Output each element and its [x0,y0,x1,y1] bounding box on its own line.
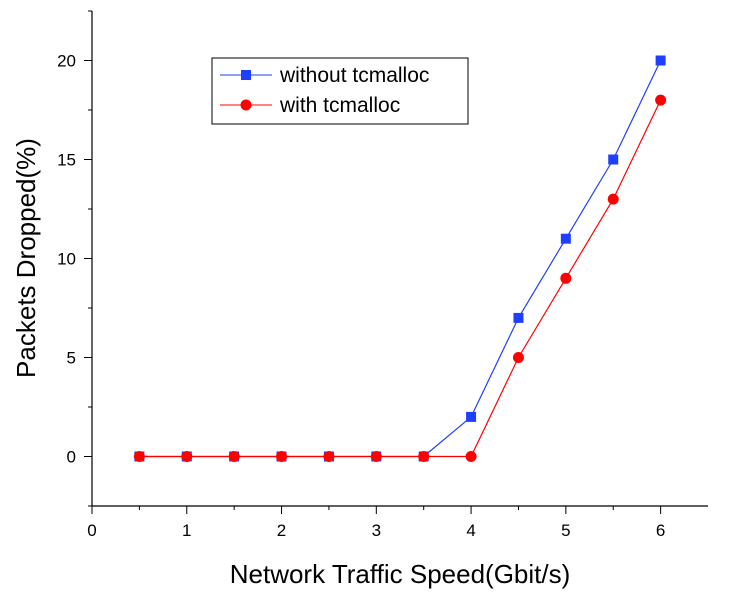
legend-label-without-tcmalloc: without tcmalloc [279,64,429,87]
x-tick-label: 4 [466,521,475,540]
data-point-with-tcmalloc [418,451,430,462]
data-point-with-tcmalloc [323,451,335,462]
data-point-without-tcmalloc [608,154,619,165]
legend: without tcmalloc with tcmalloc [211,57,469,125]
data-point-with-tcmalloc [370,451,382,462]
data-point-without-tcmalloc [560,233,571,244]
y-tick-label: 10 [57,250,76,269]
data-point-with-tcmalloc [512,352,524,363]
data-point-without-tcmalloc [513,312,524,323]
data-point-with-tcmalloc [607,193,619,205]
y-tick-label: 15 [57,151,76,170]
x-tick-label: 1 [182,521,191,540]
legend-item-without-tcmalloc: without tcmalloc [220,64,429,87]
x-tick-label: 3 [372,521,381,540]
y-tick-label: 0 [67,448,76,467]
y-tick-label: 5 [67,349,76,368]
x-tick-label: 2 [277,521,286,540]
series-with-tcmalloc [133,94,667,462]
data-point-without-tcmalloc [655,55,666,66]
legend-circle-marker-icon [240,99,252,111]
x-tick-label: 6 [656,521,665,540]
legend-label-with-tcmalloc: with tcmalloc [279,94,400,117]
series-line-with-tcmalloc [139,99,662,458]
y-tick-label: 20 [57,52,76,71]
y-axis-title: Packets Dropped(%) [11,138,41,378]
legend-box [211,57,469,125]
data-point-with-tcmalloc [133,451,145,462]
data-point-with-tcmalloc [228,451,240,462]
data-point-without-tcmalloc [466,411,477,422]
data-point-with-tcmalloc [276,451,288,462]
data-point-with-tcmalloc [181,451,193,462]
series-layer [133,55,667,462]
x-tick-label: 5 [561,521,570,540]
x-axis-title: Network Traffic Speed(Gbit/s) [230,559,571,589]
legend-item-with-tcmalloc: with tcmalloc [220,94,400,117]
data-point-with-tcmalloc [655,94,667,106]
data-point-with-tcmalloc [560,272,572,284]
x-tick-label: 0 [87,521,96,540]
data-point-with-tcmalloc [465,451,477,462]
axes: 0 1 2 3 4 5 6 0 5 10 15 20 [57,10,708,540]
legend-square-marker-icon [241,70,251,80]
